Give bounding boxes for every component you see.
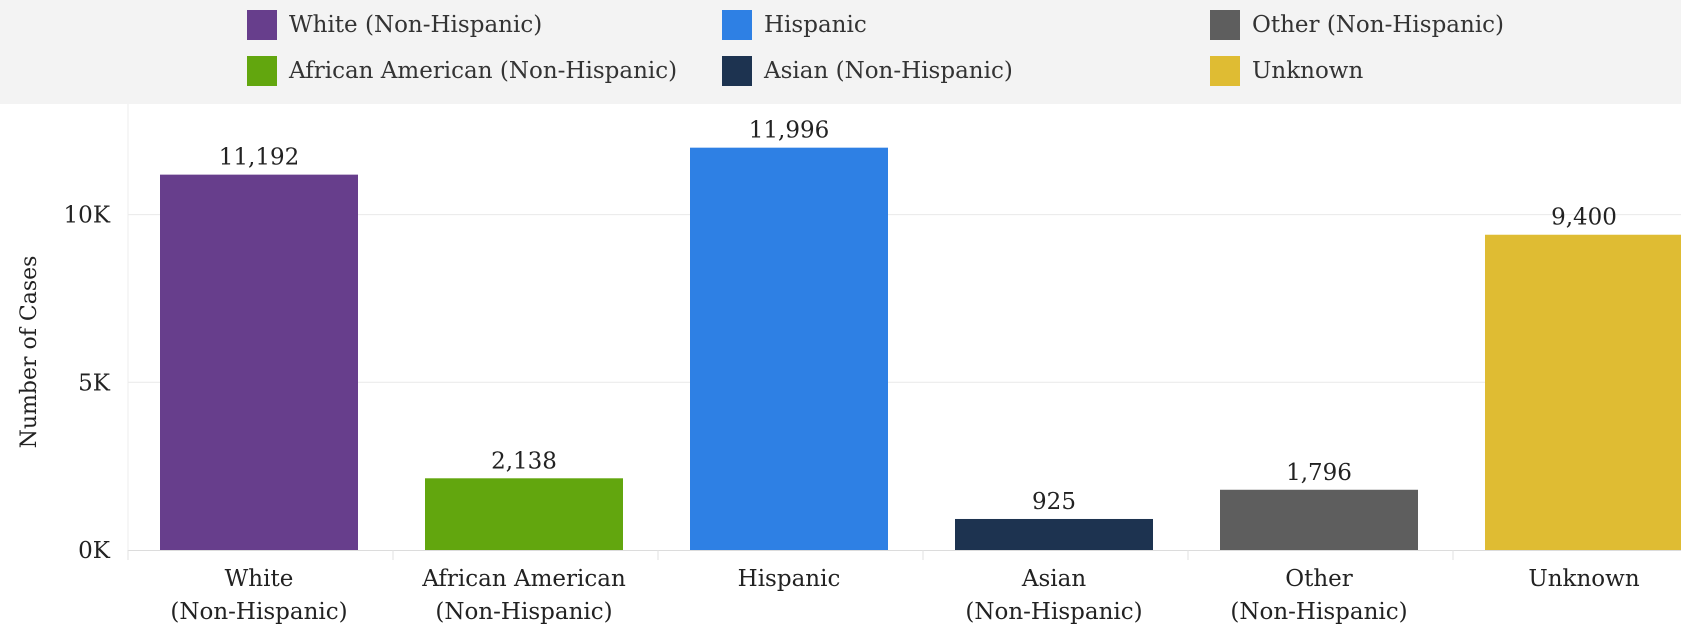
bar-value-label: 1,796 <box>1286 460 1352 486</box>
x-tick-label: (Non-Hispanic) <box>1230 599 1407 625</box>
x-tick-label: White <box>225 566 294 592</box>
x-tick-label: Asian <box>1021 566 1086 592</box>
legend-swatch-white <box>247 10 277 40</box>
legend-label-other: Other (Non-Hispanic) <box>1252 12 1505 38</box>
x-tick-label: Other <box>1285 566 1353 592</box>
chart-legend: White (Non-Hispanic) Hispanic Other (Non… <box>0 0 1681 104</box>
legend-swatch-african-american <box>247 56 277 86</box>
legend-label-asian: Asian (Non-Hispanic) <box>764 58 1013 84</box>
y-tick-label: 0K <box>78 538 111 564</box>
x-tick-label: (Non-Hispanic) <box>435 599 612 625</box>
bar-african-american <box>425 478 623 550</box>
legend-item-other[interactable]: Other (Non-Hispanic) <box>1210 10 1504 40</box>
legend-label-white: White (Non-Hispanic) <box>289 12 543 38</box>
legend-swatch-unknown <box>1210 56 1240 86</box>
bar-value-label: 9,400 <box>1551 205 1617 231</box>
bar-asian <box>955 518 1153 550</box>
legend-item-white[interactable]: White (Non-Hispanic) <box>247 10 542 40</box>
bar-value-label: 11,192 <box>219 145 299 171</box>
bar-white <box>160 174 358 550</box>
legend-item-asian[interactable]: Asian (Non-Hispanic) <box>722 56 1013 86</box>
y-axis-title: Number of Cases <box>17 256 42 449</box>
legend-swatch-asian <box>722 56 752 86</box>
legend-label-hispanic: Hispanic <box>764 12 867 38</box>
legend-swatch-other <box>1210 10 1240 40</box>
x-tick-label: Unknown <box>1528 566 1639 592</box>
bar-value-label: 925 <box>1032 489 1076 515</box>
x-tick-label: African American <box>421 566 626 592</box>
legend-label-african-american: African American (Non-Hispanic) <box>289 58 678 84</box>
x-tick-label: (Non-Hispanic) <box>965 599 1142 625</box>
legend-swatch-hispanic <box>722 10 752 40</box>
bar-chart: 0K 5K 10K Number of Cases 11,192 White (Non-Hi… <box>17 104 1681 625</box>
bar-other <box>1220 489 1418 550</box>
x-tick-label: Hispanic <box>738 566 841 592</box>
x-tick-label: (Non-Hispanic) <box>170 599 347 625</box>
y-tick-label: 5K <box>78 370 111 396</box>
bar-value-label: 11,996 <box>749 118 829 144</box>
bar-value-label: 2,138 <box>491 448 557 474</box>
y-tick-label: 10K <box>64 203 111 229</box>
legend-item-unknown[interactable]: Unknown <box>1210 56 1363 86</box>
legend-item-african-american[interactable]: African American (Non-Hispanic) <box>247 56 677 86</box>
bar-hispanic <box>690 147 888 550</box>
legend-item-hispanic[interactable]: Hispanic <box>722 10 867 40</box>
legend-label-unknown: Unknown <box>1252 58 1364 84</box>
bar-unknown <box>1485 234 1681 550</box>
